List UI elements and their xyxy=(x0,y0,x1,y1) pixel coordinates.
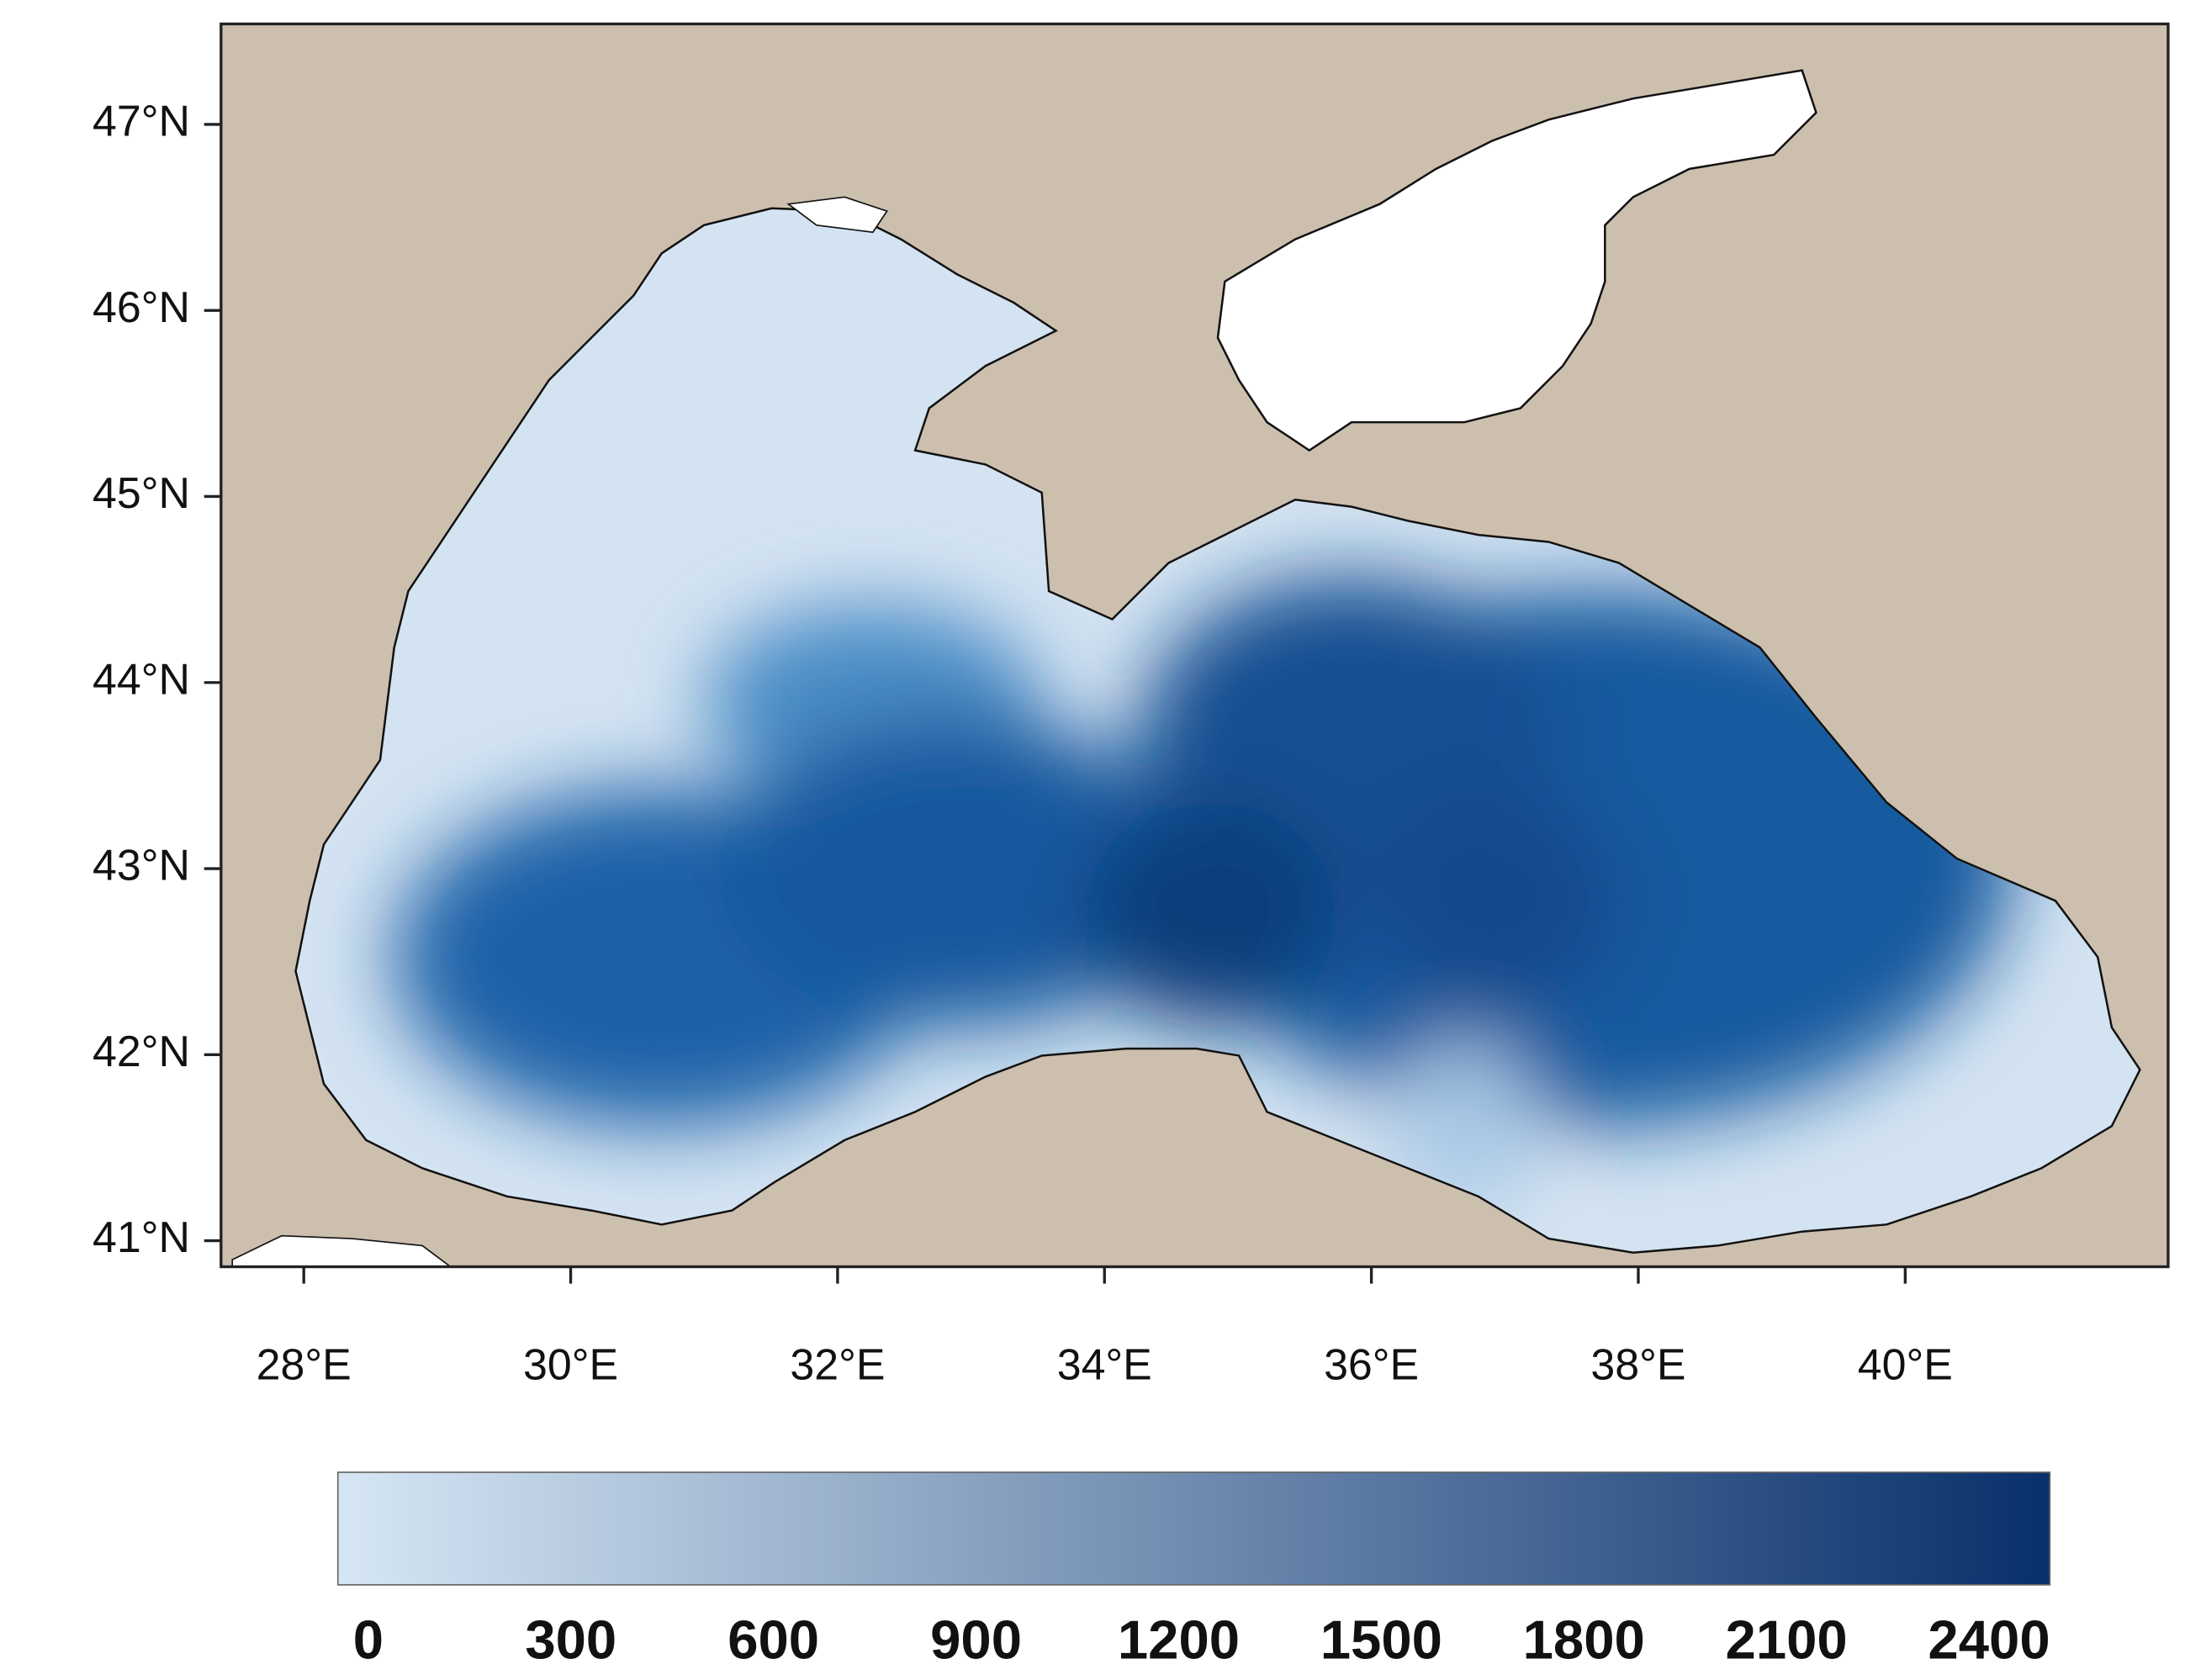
depth-zone xyxy=(1083,802,1338,1028)
y-tick-label: 44°N xyxy=(93,654,190,703)
y-tick-label: 47°N xyxy=(93,97,190,145)
colorbar-tick-label: 0 xyxy=(353,1609,384,1670)
y-tick-label: 43°N xyxy=(93,841,190,890)
colorbar xyxy=(336,1471,2051,1586)
colorbar-tick-label: 600 xyxy=(727,1609,819,1670)
estuary xyxy=(786,196,888,234)
colorbar-tick-label: 300 xyxy=(525,1609,616,1670)
sea-of-azov xyxy=(1216,69,1817,452)
colorbar-tick-label: 1200 xyxy=(1118,1609,1240,1670)
x-tick-label: 30°E xyxy=(523,1340,618,1389)
sea-depth xyxy=(394,577,2013,1211)
map-area xyxy=(220,24,2168,1267)
y-tick-label: 45°N xyxy=(93,468,190,517)
colorbar-tick-label: 1800 xyxy=(1523,1609,1645,1670)
x-tick-label: 36°E xyxy=(1324,1340,1419,1389)
colorbar-tick-label: 2100 xyxy=(1726,1609,1848,1670)
colorbar-tick-label: 2400 xyxy=(1928,1609,2050,1670)
x-tick-label: 38°E xyxy=(1590,1340,1685,1389)
x-tick-label: 32°E xyxy=(790,1340,885,1389)
x-tick-label: 28°E xyxy=(257,1340,352,1389)
map-frame xyxy=(220,22,2170,1269)
x-tick-label: 34°E xyxy=(1057,1340,1152,1389)
y-tick-label: 46°N xyxy=(93,283,190,331)
depth-zone xyxy=(1394,1041,1535,1211)
depth-zone xyxy=(717,717,1197,1028)
depth-zone xyxy=(1365,788,1620,1014)
y-tick-label: 41°N xyxy=(93,1212,190,1261)
x-tick-label: 40°E xyxy=(1858,1340,1953,1389)
colorbar-tick-label: 1500 xyxy=(1320,1609,1442,1670)
y-tick-label: 42°N xyxy=(93,1027,190,1075)
marmara-sea xyxy=(231,1234,452,1267)
colorbar-tick-label: 900 xyxy=(930,1609,1022,1670)
